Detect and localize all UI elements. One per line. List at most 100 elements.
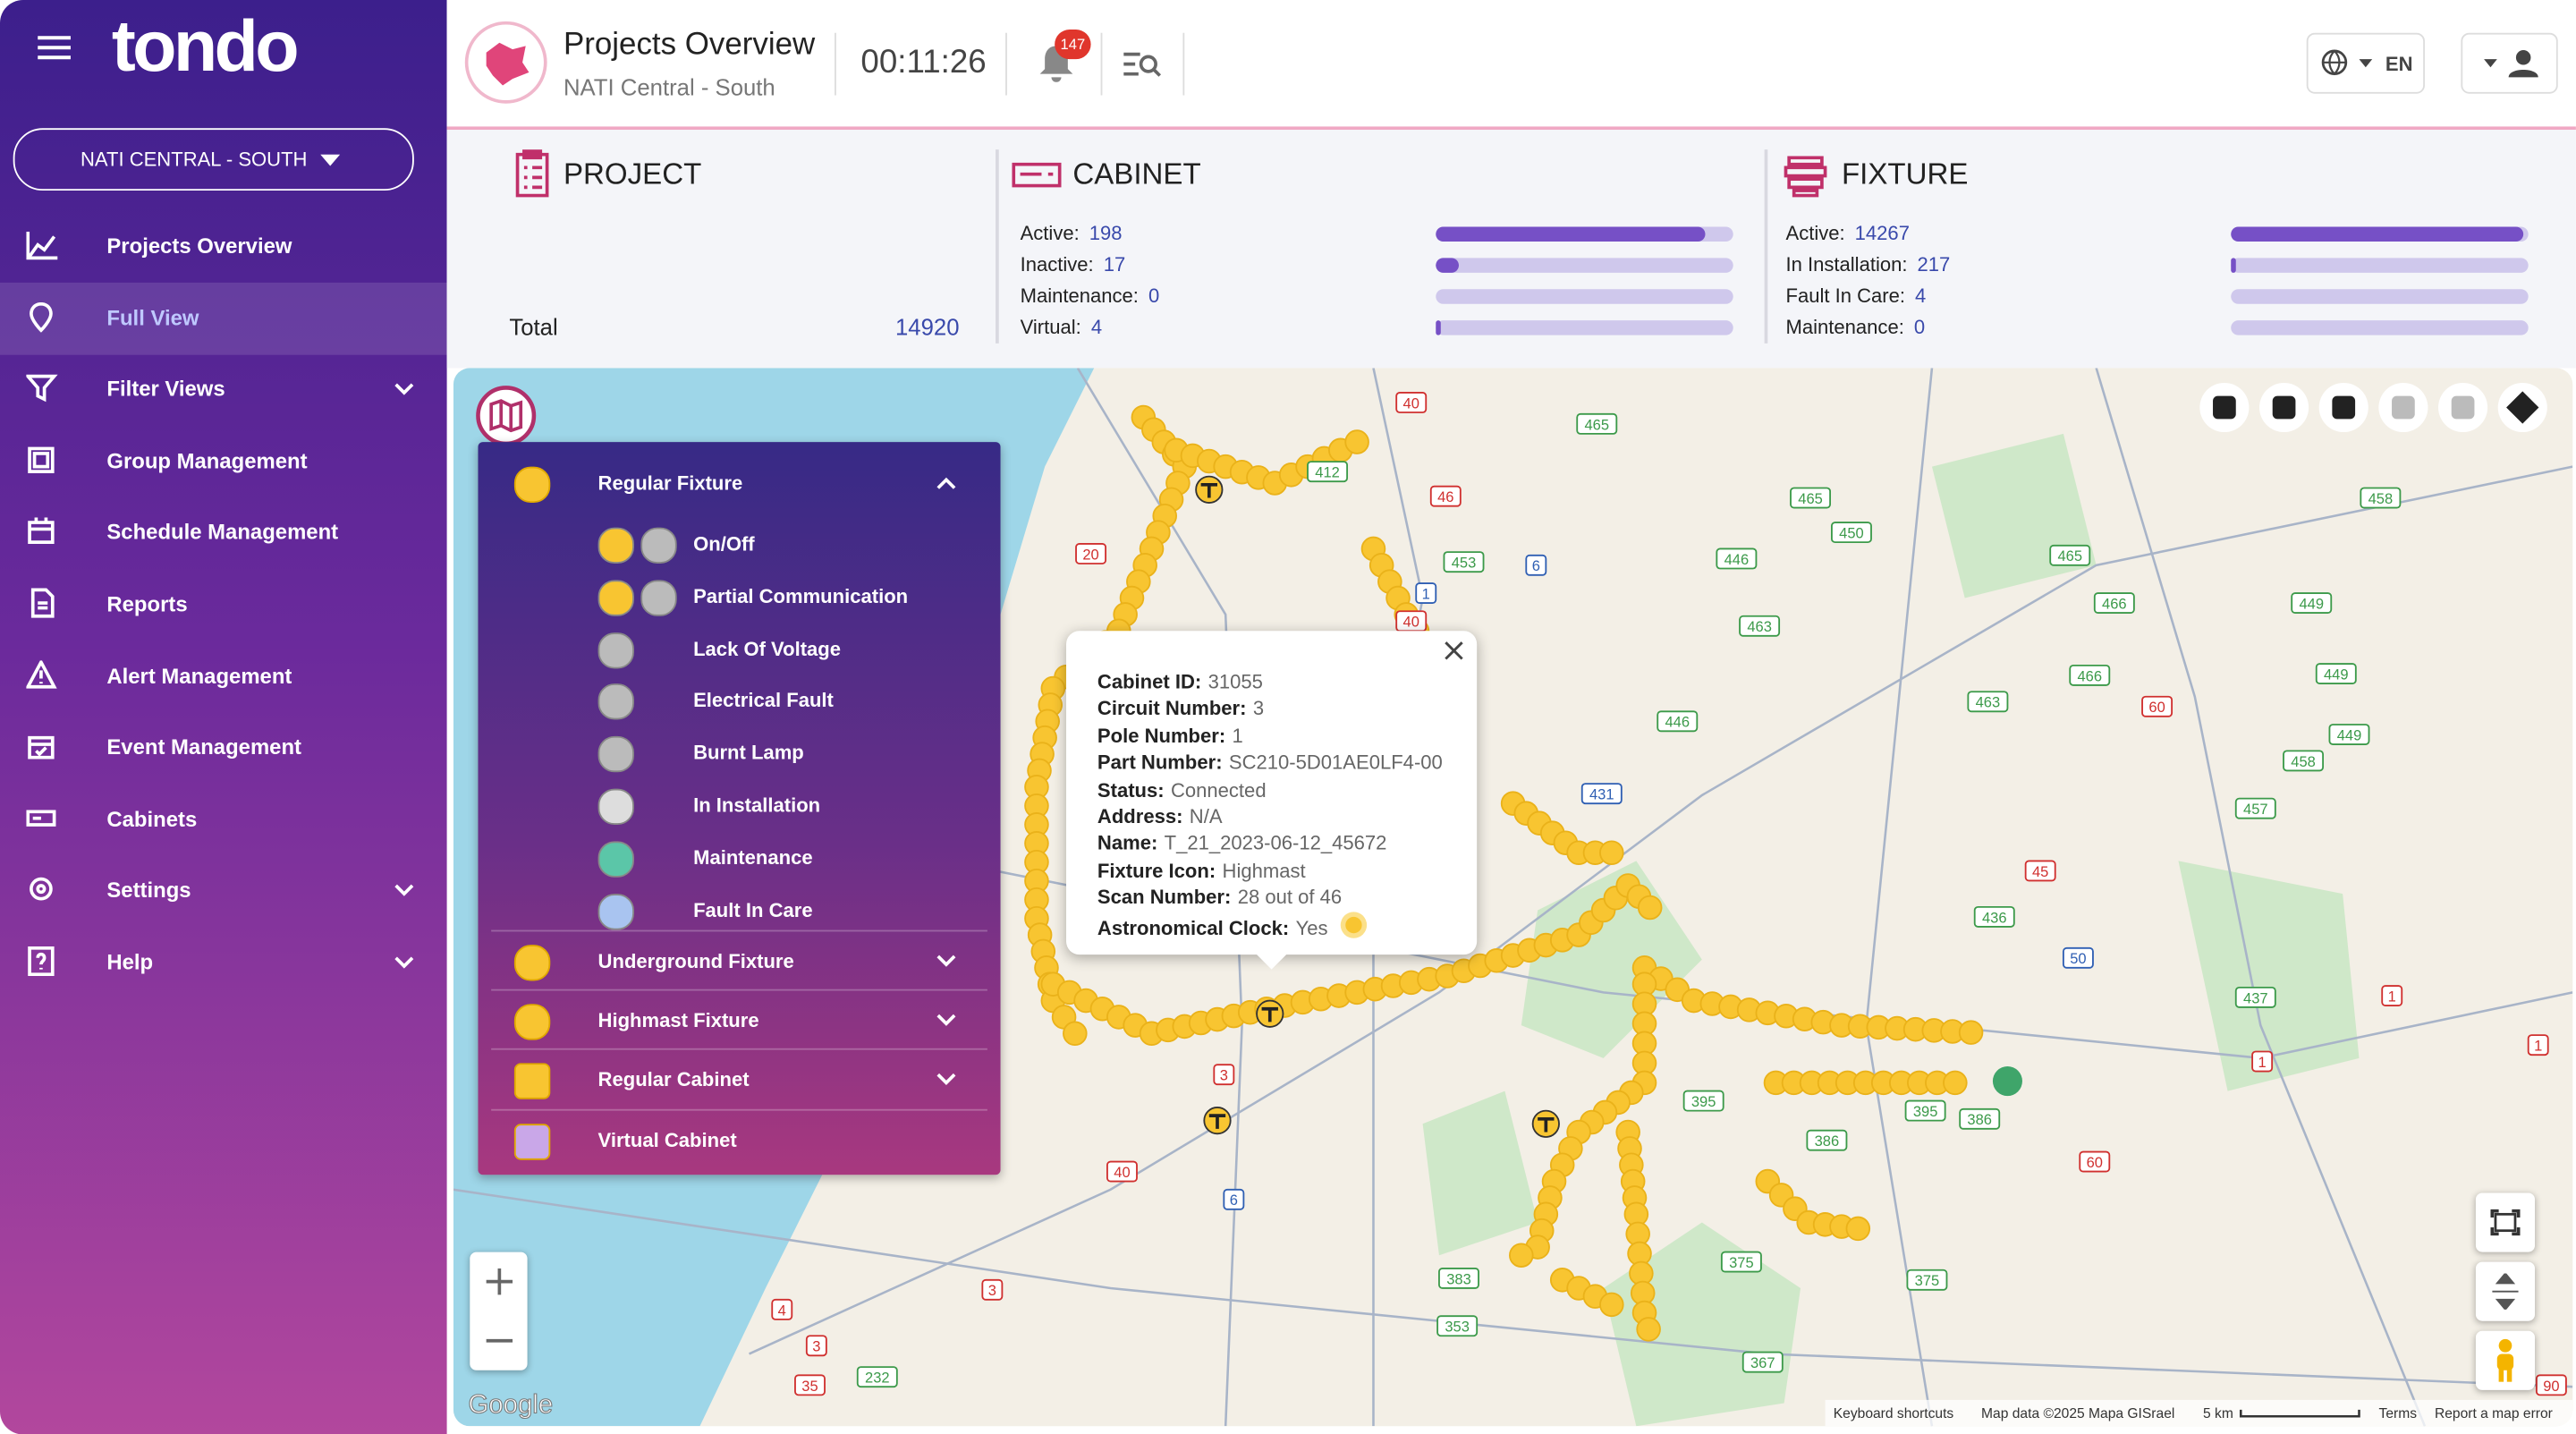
user-menu[interactable] <box>2461 32 2558 94</box>
road-number: 1 <box>2388 988 2396 1005</box>
legend-group[interactable]: Regular Cabinet <box>597 1067 750 1091</box>
menu-icon <box>30 878 53 902</box>
legend-group[interactable]: Highmast Fixture <box>597 1008 759 1032</box>
icon-shape <box>1784 156 1827 198</box>
popup-value: 3 <box>1252 697 1265 721</box>
popup-label: Cabinet ID: 31055 <box>1097 670 1263 694</box>
icon-shape <box>515 149 549 198</box>
section-title: PROJECT <box>563 157 702 191</box>
highmast-glyph <box>1208 1114 1226 1129</box>
stat-value: 14267 <box>1854 221 1910 245</box>
tilt-button[interactable] <box>2475 1261 2536 1321</box>
road-shield <box>1682 1090 1724 1112</box>
section-icon <box>1784 156 1827 198</box>
status-swatch <box>597 527 634 564</box>
zoom-icons[interactable] <box>485 1268 514 1354</box>
road-number: 6 <box>1230 1192 1238 1209</box>
map-attribution: Terms <box>2379 1406 2418 1421</box>
menu-item[interactable]: Group Management <box>106 448 308 473</box>
active-item-highlight <box>0 282 447 354</box>
fixture-marker <box>1599 1292 1624 1318</box>
road-number: 367 <box>1750 1354 1775 1371</box>
road-shield <box>1720 1251 1762 1273</box>
legend-swatch <box>513 1124 551 1160</box>
road-shield <box>1831 522 1872 544</box>
menu-item[interactable]: Alert Management <box>106 663 292 688</box>
close-button[interactable] <box>1444 641 1463 660</box>
road-shield <box>856 1366 898 1388</box>
divider <box>1100 32 1103 96</box>
road-shield <box>1904 1099 1946 1122</box>
road-shield <box>1307 461 1349 483</box>
road-number: 395 <box>1913 1103 1938 1120</box>
bar-track <box>2231 320 2529 335</box>
legend-group[interactable]: Regular Fixture <box>597 471 743 495</box>
bar-track <box>2231 258 2529 273</box>
export-icon <box>2272 395 2296 420</box>
fixture-marker <box>1943 1070 1968 1096</box>
map-legend: Regular Fixture On/Off Partial Communicati… <box>478 442 1001 1175</box>
map[interactable]: 40 465 412 46 453 6 1 40 20 465 450 446 465 463 466 449… <box>453 368 2573 1427</box>
legend-group[interactable]: Underground Fixture <box>597 949 794 973</box>
stat-value: 4 <box>1915 284 1927 308</box>
page-title: Projects Overview <box>563 28 816 63</box>
menu-icon-shape <box>30 588 55 618</box>
street-view[interactable] <box>2475 1330 2536 1390</box>
search-list[interactable] <box>1122 49 1162 79</box>
menu-item[interactable]: Filter Views <box>106 376 225 402</box>
stat-bar <box>2231 226 2524 242</box>
road-number: 436 <box>1982 909 2007 926</box>
project-selector[interactable]: NATI CENTRAL - SOUTH <box>13 128 414 191</box>
menu-icon <box>30 301 53 333</box>
menu-toggle[interactable] <box>36 33 72 63</box>
road-number: 6 <box>1532 557 1540 574</box>
legend-separator <box>491 989 987 991</box>
park-area <box>1422 1090 1538 1256</box>
fullscreen-button[interactable] <box>2475 1192 2536 1252</box>
image-icon <box>2213 395 2236 420</box>
popup-label: Pole Number: 1 <box>1097 724 1243 748</box>
menu-icon-shape <box>30 878 53 902</box>
chevron <box>936 1014 956 1026</box>
menu-icon-shape <box>28 736 55 759</box>
status-swatch <box>597 788 634 826</box>
page-subtitle: NATI Central - South <box>563 73 775 101</box>
road-number: 1 <box>1422 585 1430 602</box>
popup-label: Name: T_21_2023-06-12_45672 <box>1097 832 1387 855</box>
menu-item[interactable]: Schedule Management <box>106 520 339 545</box>
scale-bar <box>2239 1409 2360 1418</box>
pegman <box>2496 1338 2514 1382</box>
road-number: 1 <box>2534 1038 2542 1055</box>
menu-icon <box>30 588 55 618</box>
legend-separator <box>491 1108 987 1111</box>
road-shield <box>1739 615 1781 637</box>
road-shield <box>1395 392 1428 413</box>
menu-item[interactable]: Full View <box>106 304 199 330</box>
menu-icon-shape <box>28 446 55 473</box>
menu-item[interactable]: Projects Overview <box>106 233 292 259</box>
menu-icon <box>28 946 55 976</box>
road-number: 383 <box>1446 1270 1471 1287</box>
menu-item[interactable]: Cabinets <box>106 806 198 831</box>
legend-swatch <box>513 466 551 504</box>
legend-item: In Installation <box>693 793 821 817</box>
map-legend-toggle[interactable] <box>475 385 538 447</box>
menu-icon <box>28 518 55 545</box>
menu-item[interactable]: Help <box>106 949 154 975</box>
legend-group[interactable]: Virtual Cabinet <box>597 1128 737 1152</box>
divider <box>1005 32 1007 96</box>
road-number: 50 <box>2070 950 2086 967</box>
road-number: 386 <box>1967 1111 1992 1128</box>
menu-item[interactable]: Reports <box>106 591 188 616</box>
menu-icon <box>26 659 57 688</box>
header: Projects Overview NATI Central - South 0… <box>446 0 2576 131</box>
road-shield <box>1443 551 1485 573</box>
project-logo <box>464 21 547 104</box>
road-shield <box>1973 905 2015 928</box>
menu-item[interactable]: Event Management <box>106 734 302 759</box>
road-number: 465 <box>2057 547 2082 564</box>
menu-icon-shape <box>30 301 53 333</box>
menu-item[interactable]: Settings <box>106 878 191 904</box>
map-attribution: Map data ©2025 Mapa GISrael <box>1981 1406 2174 1421</box>
language-button[interactable]: EN <box>2306 32 2425 94</box>
